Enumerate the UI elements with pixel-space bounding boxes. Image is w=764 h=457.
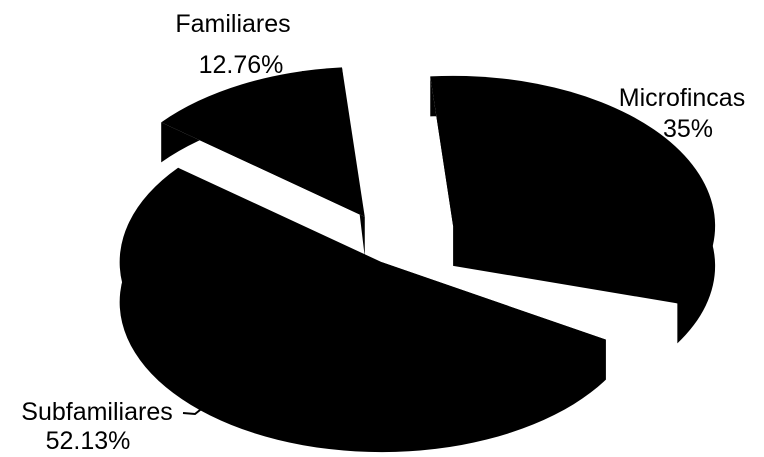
slice-familiares xyxy=(161,67,365,257)
slice-microfincas xyxy=(430,75,716,344)
slice-subfamiliares xyxy=(119,167,606,453)
leader-line-familiares xyxy=(301,71,323,94)
category-label-microfincas: Microfincas xyxy=(619,84,745,112)
slice-top-microfincas xyxy=(430,75,716,304)
category-label-familiares: Familiares xyxy=(175,10,290,38)
value-label-subfamiliares: 52.13% xyxy=(46,427,131,455)
value-label-familiares: 12.76% xyxy=(199,51,284,79)
leader-line-subfamiliares xyxy=(182,405,206,416)
category-label-subfamiliares: Subfamiliares xyxy=(21,398,172,426)
pie-slices xyxy=(119,67,716,453)
slice-top-familiares xyxy=(161,67,365,217)
pie-labels: Familiares 12.76% Microfincas 35% Subfam… xyxy=(21,10,745,455)
value-label-microfincas: 35% xyxy=(663,115,713,143)
slice-top-subfamiliares xyxy=(119,167,606,413)
leader-line-microfincas xyxy=(649,140,660,177)
